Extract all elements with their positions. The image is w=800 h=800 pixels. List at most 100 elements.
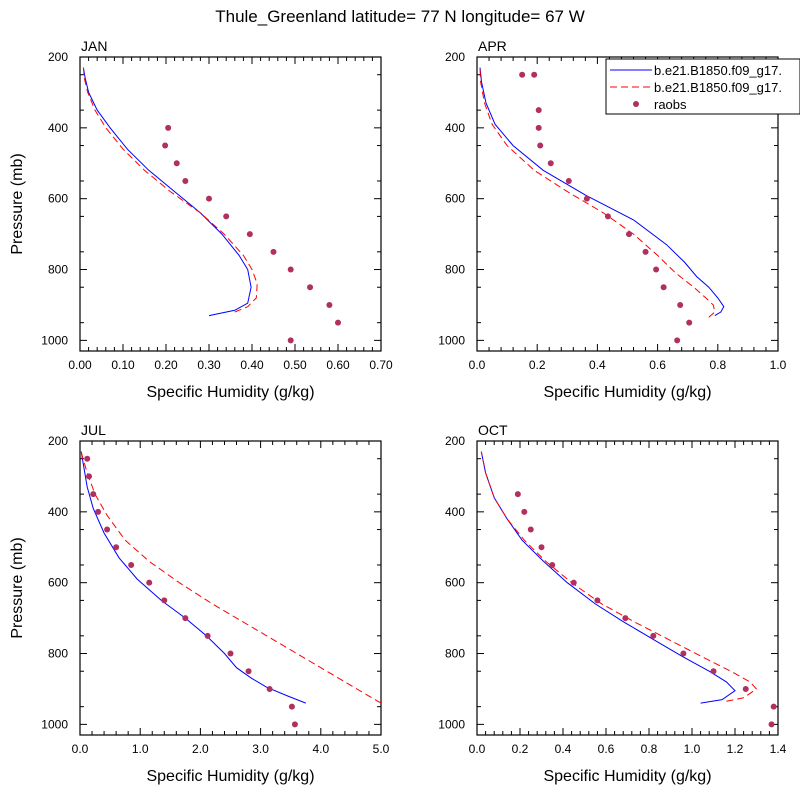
raobs-point <box>527 526 534 533</box>
raobs-point <box>565 177 572 184</box>
raobs-point <box>514 491 521 498</box>
model-series-solid-line <box>480 451 736 704</box>
x-tick-label: 0.4 <box>589 358 606 372</box>
raobs-point <box>84 455 91 462</box>
panels-container: JAN 0.00 0.10 0.20 0.30 0.40 0.50 0.60 0.70 200 40… <box>9 38 787 785</box>
panel-label: APR <box>478 38 507 54</box>
x-tick-label: 0.20 <box>154 358 178 372</box>
raobs-point <box>680 650 687 657</box>
raobs-point <box>266 685 273 692</box>
raobs-point <box>768 721 775 728</box>
model-series-solid-line <box>80 451 306 704</box>
raobs-point <box>113 544 120 551</box>
raobs-point <box>677 301 684 308</box>
raobs-point <box>626 231 633 238</box>
raobs-point <box>146 579 153 586</box>
raobs-point <box>162 142 169 149</box>
raobs-point <box>104 526 111 533</box>
x-tick-label: 0.00 <box>68 358 92 372</box>
raobs-point <box>547 160 554 167</box>
raobs-point <box>770 703 777 710</box>
raobs-point <box>538 544 545 551</box>
raobs-point <box>519 71 526 78</box>
raobs-point <box>86 473 93 480</box>
y-tick-label: 800 <box>445 263 465 277</box>
raobs-point <box>227 650 234 657</box>
y-tick-label: 200 <box>445 434 465 448</box>
series-group <box>82 67 341 344</box>
panel-label: OCT <box>478 422 508 438</box>
panel-jul: JUL 0.0 1.0 2.0 3.0 4.0 5.0 200 400 600 800 1000 Spe… <box>9 422 390 785</box>
raobs-point <box>674 337 681 344</box>
series-group <box>479 67 725 344</box>
panel-label: JUL <box>81 422 106 438</box>
y-tick-label: 600 <box>445 576 465 590</box>
model-series-solid-line <box>479 67 725 317</box>
raobs-point <box>521 508 528 515</box>
raobs-point <box>182 177 189 184</box>
x-tick-label: 0.60 <box>326 358 350 372</box>
raobs-point <box>95 508 102 515</box>
x-tick-label: 1.4 <box>770 742 787 756</box>
x-tick-label: 0.8 <box>709 358 726 372</box>
raobs-point <box>287 337 294 344</box>
raobs-point <box>653 266 660 273</box>
x-tick-label: 2.0 <box>192 742 209 756</box>
x-tick-label: 0.2 <box>512 742 529 756</box>
y-tick-label: 1000 <box>41 717 68 731</box>
raobs-point <box>650 632 657 639</box>
x-tick-label: 0.70 <box>369 358 393 372</box>
raobs-point <box>165 124 172 131</box>
raobs-point <box>270 248 277 255</box>
raobs-point <box>622 615 629 622</box>
raobs-point <box>90 491 97 498</box>
raobs-point <box>535 107 542 114</box>
raobs-point <box>570 579 577 586</box>
raobs-point <box>182 615 189 622</box>
model-series-dashed-line <box>80 451 381 704</box>
y-tick-label: 400 <box>445 121 465 135</box>
figure-title: Thule_Greenland latitude= 77 N longitude… <box>215 7 585 26</box>
raobs-point <box>660 284 667 291</box>
x-tick-label: 0.2 <box>529 358 546 372</box>
raobs-point <box>287 266 294 273</box>
model-series-solid-line <box>82 67 252 317</box>
plot-frame <box>79 440 382 736</box>
x-tick-label: 1.0 <box>770 358 787 372</box>
legend-entry: raobs <box>654 97 687 112</box>
x-tick-label: 1.0 <box>132 742 149 756</box>
raobs-point <box>291 721 298 728</box>
y-tick-label: 1000 <box>41 333 68 347</box>
y-tick-label: 200 <box>48 434 68 448</box>
panel-jan: JAN 0.00 0.10 0.20 0.30 0.40 0.50 0.60 0.70 200 40… <box>9 38 393 401</box>
raobs-point <box>326 301 333 308</box>
model-series-dashed-line <box>82 67 258 313</box>
raobs-point <box>594 597 601 604</box>
raobs-point <box>161 597 168 604</box>
y-tick-label: 800 <box>48 263 68 277</box>
raobs-point <box>128 561 135 568</box>
x-axis-label: Specific Humidity (g/kg) <box>543 768 711 785</box>
x-axis-label: Specific Humidity (g/kg) <box>146 768 314 785</box>
raobs-point <box>288 703 295 710</box>
x-tick-label: 1.2 <box>727 742 744 756</box>
legend: b.e21.B1850.f09_g17. b.e21.B1850.f09_g17.… <box>605 58 800 115</box>
y-tick-label: 400 <box>48 121 68 135</box>
y-tick-label: 400 <box>48 505 68 519</box>
x-tick-label: 4.0 <box>312 742 329 756</box>
x-tick-label: 0.6 <box>598 742 615 756</box>
raobs-point <box>686 319 693 326</box>
x-tick-label: 3.0 <box>252 742 269 756</box>
raobs-point <box>245 668 252 675</box>
y-tick-label: 1000 <box>438 333 465 347</box>
raobs-point <box>206 195 212 202</box>
raobs-point <box>204 632 211 639</box>
x-tick-label: 0.10 <box>111 358 135 372</box>
y-tick-label: 800 <box>445 647 465 661</box>
y-tick-label: 200 <box>445 50 465 64</box>
x-tick-label: 0.4 <box>555 742 572 756</box>
raobs-point <box>531 71 538 78</box>
y-tick-label: 400 <box>445 505 465 519</box>
raobs-point <box>223 213 230 220</box>
raobs-point <box>604 213 611 220</box>
